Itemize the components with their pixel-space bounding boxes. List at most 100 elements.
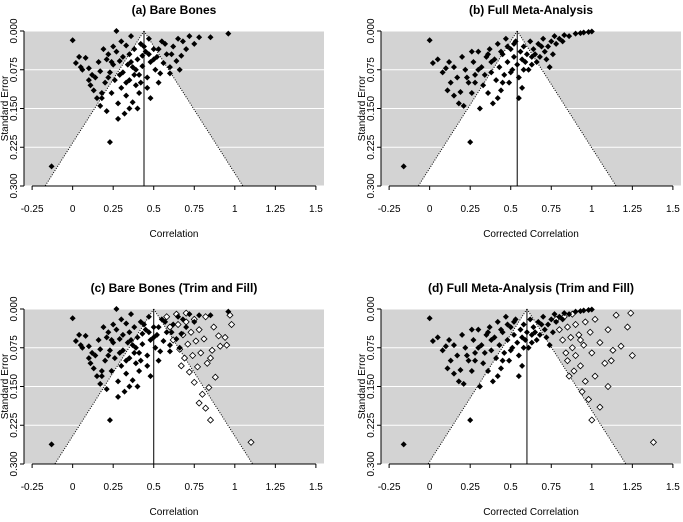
observed-study-point xyxy=(450,342,457,349)
observed-study-point xyxy=(514,61,521,68)
imputed-study-point xyxy=(578,388,586,396)
observed-study-point xyxy=(139,52,146,59)
observed-study-point xyxy=(400,163,407,170)
observed-study-point xyxy=(144,362,151,369)
observed-study-point xyxy=(98,373,105,380)
observed-study-point xyxy=(113,48,120,55)
observed-study-point xyxy=(106,417,113,424)
observed-study-point xyxy=(496,64,503,71)
panel-b-full-meta-analysis: -0.25 0 0.25 0.5 0.75 1 1.25 1.5 0.000 0.075 0.150… xyxy=(357,3,681,240)
observed-study-point xyxy=(179,38,186,45)
observed-study-point xyxy=(530,324,537,331)
observed-study-point xyxy=(98,90,105,96)
observed-study-point xyxy=(170,321,177,328)
observed-study-point xyxy=(462,344,469,351)
observed-study-point xyxy=(577,308,584,315)
observed-study-point xyxy=(90,365,97,372)
observed-study-point xyxy=(577,30,584,37)
observed-study-point xyxy=(106,347,113,354)
observed-study-point xyxy=(162,40,169,47)
observed-study-point xyxy=(506,357,513,364)
observed-study-point xyxy=(115,378,122,385)
observed-study-point xyxy=(196,312,203,319)
observed-study-point xyxy=(499,79,506,86)
y-tick-label: 0.075 xyxy=(366,57,377,82)
observed-study-point xyxy=(178,52,185,59)
observed-study-point xyxy=(173,57,180,64)
observed-study-point xyxy=(496,342,503,349)
observed-study-point xyxy=(123,42,130,49)
observed-study-point xyxy=(166,342,173,349)
observed-study-point xyxy=(502,313,509,320)
observed-study-point xyxy=(543,334,550,341)
observed-study-point xyxy=(191,40,198,47)
x-tick-label: 0.25 xyxy=(460,482,480,493)
imputed-study-point xyxy=(163,313,171,321)
observed-study-point xyxy=(475,344,482,351)
observed-study-point xyxy=(463,352,470,359)
observed-study-point xyxy=(196,34,203,41)
observed-study-point xyxy=(454,352,461,359)
y-tick-label: 0.150 xyxy=(366,96,377,121)
observed-study-point xyxy=(168,329,175,336)
observed-study-point xyxy=(116,57,123,64)
imputed-study-point xyxy=(195,326,203,334)
observed-study-point xyxy=(504,321,511,328)
imputed-study-point xyxy=(576,362,585,370)
x-tick-label: 0.5 xyxy=(504,204,518,215)
observed-study-point xyxy=(100,324,107,331)
observed-study-point xyxy=(145,329,152,336)
funnel-left-edge xyxy=(44,30,145,187)
y-tick-label: 0.300 xyxy=(9,173,20,198)
observed-study-point xyxy=(450,64,457,71)
imputed-study-point xyxy=(247,438,255,446)
observed-study-point xyxy=(126,329,133,336)
panel-a-bare-bones: -0.25 0 0.25 0.5 0.75 1 1.25 1.5 0.000 0.075 0.150… xyxy=(0,3,324,240)
observed-study-point xyxy=(72,60,79,67)
imputed-study-point xyxy=(555,326,563,334)
observed-study-point xyxy=(545,321,552,328)
funnel-right-edge xyxy=(143,30,244,187)
observed-study-point xyxy=(566,311,573,318)
observed-study-point xyxy=(152,66,159,73)
observed-study-point xyxy=(186,33,193,40)
observed-study-point xyxy=(519,334,526,341)
observed-study-point xyxy=(429,338,436,345)
observed-study-point xyxy=(108,368,115,374)
observed-study-point xyxy=(137,357,144,364)
observed-study-point xyxy=(155,79,162,86)
x-tick-label: 0.5 xyxy=(504,482,518,493)
observed-study-point xyxy=(478,342,485,349)
observed-study-point xyxy=(129,377,136,384)
observed-study-point xyxy=(225,308,232,315)
observed-study-point xyxy=(488,69,495,76)
observed-study-point xyxy=(470,337,477,343)
observed-study-point xyxy=(455,100,462,107)
imputed-study-point xyxy=(580,341,588,349)
x-axis-label: Corrected Correlation xyxy=(483,507,579,518)
observed-study-point xyxy=(488,347,495,354)
imputed-study-point xyxy=(581,377,589,385)
observed-study-point xyxy=(546,342,553,349)
observed-study-point xyxy=(515,352,522,359)
x-tick-label: 0.5 xyxy=(147,204,161,215)
imputed-study-point xyxy=(570,367,578,375)
observed-study-point xyxy=(69,315,76,322)
imputed-study-point xyxy=(581,318,589,326)
observed-study-point xyxy=(82,332,89,339)
observed-study-point xyxy=(123,370,130,377)
observed-study-point xyxy=(166,70,173,77)
observed-study-point xyxy=(87,360,94,367)
observed-study-point xyxy=(481,349,488,356)
observed-study-point xyxy=(93,373,100,380)
observed-study-point xyxy=(137,79,144,86)
observed-study-point xyxy=(572,308,579,315)
observed-study-point xyxy=(153,53,160,60)
observed-study-point xyxy=(150,334,157,341)
imputed-study-point xyxy=(202,313,210,321)
funnel-right-edge xyxy=(153,308,254,465)
observed-study-point xyxy=(538,321,545,328)
observed-study-point xyxy=(535,40,542,47)
imputed-study-point xyxy=(203,359,211,367)
observed-study-point xyxy=(105,51,112,58)
